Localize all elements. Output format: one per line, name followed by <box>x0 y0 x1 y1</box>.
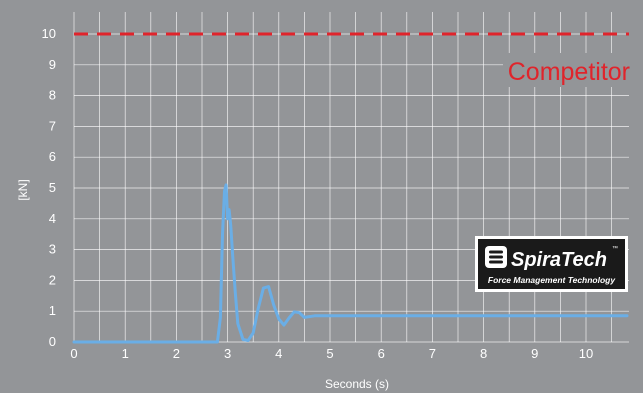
x-tick-label: 5 <box>326 346 333 361</box>
y-tick-label: 1 <box>49 303 56 318</box>
y-tick-label: 4 <box>49 211 56 226</box>
y-tick-label: 8 <box>49 88 56 103</box>
x-axis-label: Seconds (s) <box>325 377 389 391</box>
y-axis-label: [kN] <box>16 179 30 200</box>
logo-tagline: Force Management Technology <box>488 275 616 285</box>
y-tick-label: 9 <box>49 57 56 72</box>
x-tick-label: 9 <box>531 346 538 361</box>
y-tick-label: 7 <box>49 118 56 133</box>
y-tick-label: 0 <box>49 334 56 349</box>
y-tick-label: 3 <box>49 242 56 257</box>
y-tick-label: 6 <box>49 149 56 164</box>
x-tick-label: 2 <box>173 346 180 361</box>
x-tick-label: 10 <box>579 346 593 361</box>
x-tick-label: 4 <box>275 346 282 361</box>
x-tick-label: 3 <box>224 346 231 361</box>
x-tick-label: 1 <box>122 346 129 361</box>
series-group <box>72 183 629 344</box>
x-tick-label: 0 <box>70 346 77 361</box>
competitor-label: Competitor <box>508 58 630 86</box>
y-tick-labels: 0 1 2 3 4 5 6 7 8 9 10 <box>42 26 56 349</box>
x-tick-labels: 0 1 2 3 4 5 6 7 8 9 10 <box>70 346 593 361</box>
x-tick-label: 8 <box>480 346 487 361</box>
force-series-line <box>72 183 629 344</box>
spiratech-mark-icon <box>485 246 507 268</box>
spiratech-logo: SpiraTech ™ Force Management Technology <box>475 236 628 292</box>
y-tick-label: 2 <box>49 272 56 287</box>
x-tick-label: 6 <box>378 346 385 361</box>
y-tick-label: 5 <box>49 180 56 195</box>
y-tick-label: 10 <box>42 26 56 41</box>
logo-trademark: ™ <box>612 245 618 252</box>
logo-name: SpiraTech <box>511 249 607 271</box>
x-tick-label: 7 <box>429 346 436 361</box>
competitor-label-backdrop <box>503 53 631 87</box>
